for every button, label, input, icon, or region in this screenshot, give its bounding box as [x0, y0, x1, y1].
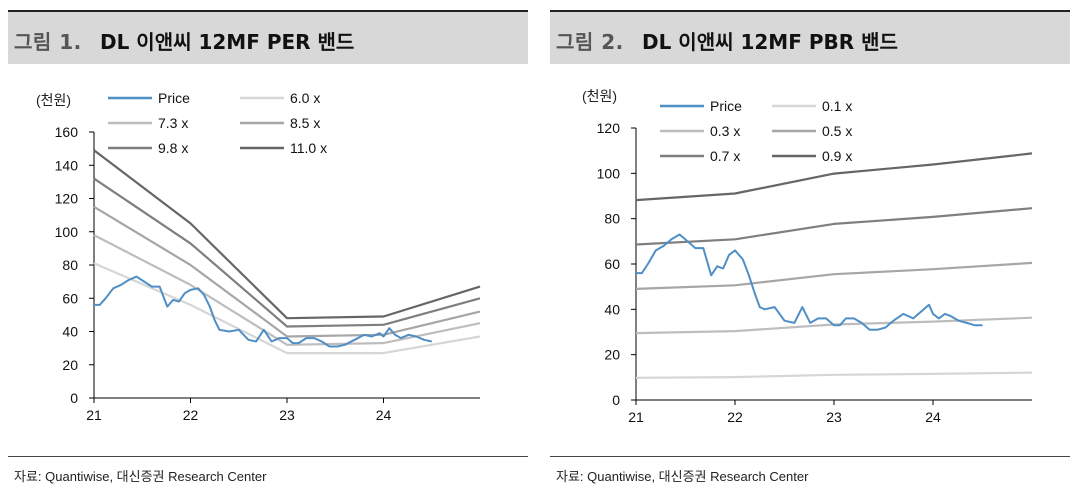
band-line-05x	[635, 261, 1033, 290]
band-line-98x	[93, 177, 481, 328]
figure-number: 그림 2.	[556, 30, 624, 54]
source-note: 자료: Quantiwise, 대신증권 Research Center	[556, 469, 809, 484]
y-tick-label: 160	[55, 124, 79, 140]
unit-label: (천원)	[582, 88, 617, 104]
y-tick-label: 0	[70, 390, 78, 406]
legend-label: 0.9 x	[822, 148, 852, 164]
legend-label: 0.3 x	[710, 123, 740, 139]
y-tick-label: 120	[55, 191, 79, 207]
band-line-60x	[93, 262, 481, 355]
legend-label: 7.3 x	[158, 115, 188, 131]
band-line-73x	[93, 234, 481, 346]
y-tick-label: 40	[604, 301, 620, 317]
y-tick-label: 100	[597, 165, 621, 181]
title-bar: 그림 2. DL 이앤씨 12MF PBR 밴드	[550, 12, 1070, 64]
y-tick-label: 140	[55, 157, 79, 173]
figure-title: DL 이앤씨 12MF PBR 밴드	[642, 30, 898, 54]
legend-label: Price	[710, 98, 742, 114]
x-tick-label: 24	[925, 409, 941, 425]
source-rule	[8, 456, 528, 457]
y-tick-label: 60	[604, 256, 620, 272]
y-tick-label: 80	[604, 211, 620, 227]
figure-1: 그림 1. DL 이앤씨 12MF PER 밴드 (천원) 0 20 40 60 80 10…	[8, 0, 528, 489]
figure-2: 그림 2. DL 이앤씨 12MF PBR 밴드 (천원) 0 20 40 60 80 10…	[550, 0, 1070, 489]
legend-label: Price	[158, 90, 190, 106]
title-rule	[550, 10, 1070, 12]
band-line-110x	[93, 149, 481, 320]
y-tick-label: 20	[62, 357, 78, 373]
legend-label: 0.1 x	[822, 98, 852, 114]
x-tick-label: 22	[727, 409, 743, 425]
y-tick-label: 80	[62, 257, 78, 273]
x-tick-label: 23	[279, 407, 295, 423]
legend-label: 9.8 x	[158, 140, 188, 156]
price-line	[94, 275, 433, 348]
x-tick-label: 23	[826, 409, 842, 425]
y-tick-label: 100	[55, 224, 79, 240]
legend-label: 0.5 x	[822, 123, 852, 139]
band-line-01x	[635, 371, 1033, 379]
price-line	[636, 233, 983, 331]
figure-number: 그림 1.	[14, 30, 82, 54]
y-tick-label: 0	[612, 392, 620, 408]
y-tick-label: 120	[597, 120, 621, 136]
source-note: 자료: Quantiwise, 대신증권 Research Center	[14, 469, 267, 484]
x-tick-label: 24	[376, 407, 392, 423]
pbr-band-chart: (천원) 0 20 40 60 80 100 120 21 22 23 24 Price 0.1 x 0.3…	[582, 88, 1033, 425]
legend-label: 6.0 x	[290, 90, 320, 106]
y-tick-label: 20	[604, 347, 620, 363]
unit-label: (천원)	[36, 92, 71, 108]
title-bar: 그림 1. DL 이앤씨 12MF PER 밴드	[8, 12, 528, 64]
x-tick-label: 22	[183, 407, 199, 423]
source-rule	[550, 456, 1070, 457]
y-tick-label: 60	[62, 290, 78, 306]
x-tick-label: 21	[86, 407, 102, 423]
per-band-chart: (천원) 0 20 40 60 80 100 120 140 160 21 22 23 24 Price 6.…	[36, 90, 481, 423]
x-tick-label: 21	[628, 409, 644, 425]
band-line-85x	[93, 205, 481, 338]
y-tick-label: 40	[62, 324, 78, 340]
legend-label: 8.5 x	[290, 115, 320, 131]
band-line-07x	[635, 207, 1033, 246]
legend-label: 11.0 x	[290, 140, 327, 156]
title-rule	[8, 10, 528, 12]
figure-title: DL 이앤씨 12MF PER 밴드	[100, 30, 355, 54]
legend-label: 0.7 x	[710, 148, 740, 164]
band-line-09x	[635, 152, 1033, 202]
